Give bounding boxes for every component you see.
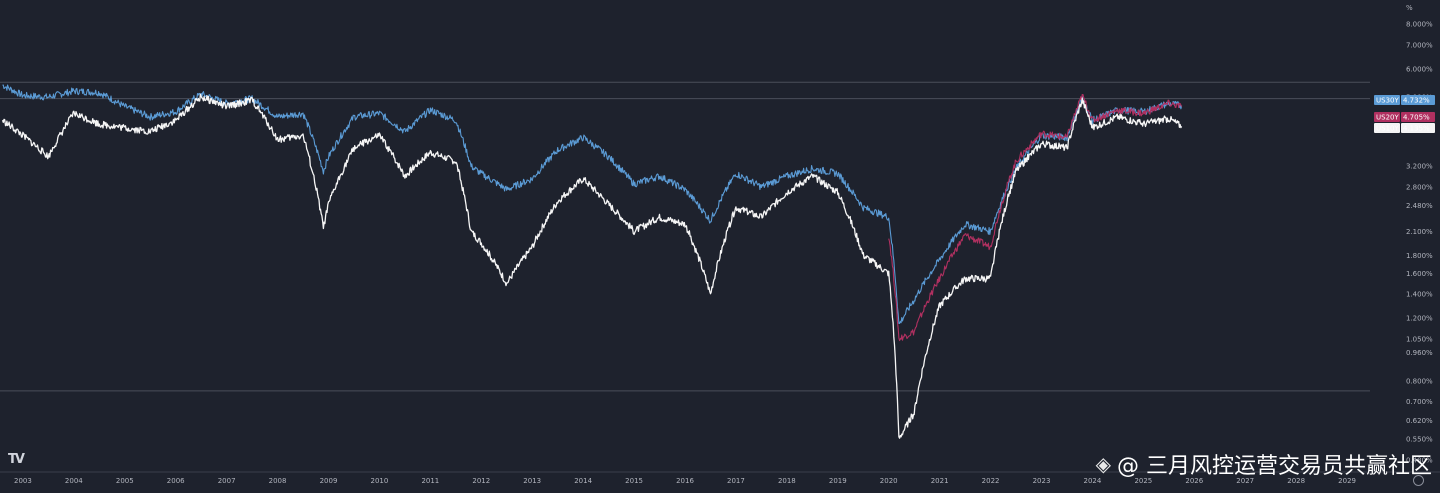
x-tick-label: 2013 <box>523 477 541 485</box>
badge-name-bg <box>1374 123 1400 133</box>
badge-value: 4.135% <box>1403 125 1430 133</box>
y-tick-label: 1.050% <box>1406 335 1433 343</box>
badge-us10y: US10Y 4.135% <box>1374 123 1435 133</box>
tradingview-logo: TV <box>8 452 25 467</box>
x-tick-label: 2023 <box>1033 477 1051 485</box>
x-tick-label: 2029 <box>1338 477 1356 485</box>
x-tick-label: 2007 <box>218 477 236 485</box>
series-line-us30y <box>2 84 1183 325</box>
y-axis-unit: % <box>1406 4 1413 12</box>
y-tick-label: 1.400% <box>1406 291 1433 299</box>
x-tick-label: 2010 <box>371 477 389 485</box>
y-tick-label: 8.000% <box>1406 21 1433 29</box>
x-tick-label: 2006 <box>167 477 185 485</box>
x-tick-label: 2018 <box>778 477 796 485</box>
x-tick-label: 2017 <box>727 477 745 485</box>
x-tick-label: 2025 <box>1134 477 1152 485</box>
settings-icon[interactable] <box>1413 475 1424 486</box>
x-tick-label: 2011 <box>421 477 439 485</box>
y-tick-label: 0.550% <box>1406 435 1433 443</box>
x-tick-label: 2016 <box>676 477 694 485</box>
badge-value-bg <box>1401 112 1435 122</box>
x-tick-label: 2003 <box>14 477 32 485</box>
y-tick-label: 2.800% <box>1406 183 1433 191</box>
y-tick-label: 1.800% <box>1406 252 1433 260</box>
y-tick-label: 2.100% <box>1406 228 1433 236</box>
x-tick-label: 2015 <box>625 477 643 485</box>
x-tick-label: 2014 <box>574 477 592 485</box>
reference-lines <box>0 81 1370 392</box>
badge-name-bg <box>1374 112 1400 122</box>
badge-name: US20Y <box>1376 114 1399 122</box>
badge-value: 4.705% <box>1403 114 1430 122</box>
y-tick-label: 0.800% <box>1406 377 1433 385</box>
x-tick-label: 2027 <box>1236 477 1254 485</box>
badge-us20y: US20Y 4.705% <box>1374 112 1435 122</box>
y-tick-label: 7.000% <box>1406 41 1433 49</box>
badge-name-bg <box>1374 95 1400 105</box>
y-tick-label: 0.620% <box>1406 417 1433 425</box>
x-tick-label: 2012 <box>472 477 490 485</box>
x-tick-label: 2019 <box>829 477 847 485</box>
x-tick-label: 2024 <box>1084 477 1102 485</box>
x-tick-label: 2028 <box>1287 477 1305 485</box>
y-tick-label: 0.700% <box>1406 398 1433 406</box>
badge-value-bg <box>1401 95 1435 105</box>
y-tick-label: 2.480% <box>1406 202 1433 210</box>
badge-value: 4.732% <box>1403 97 1430 105</box>
series-line-us10y <box>1 93 1183 439</box>
x-tick-label: 2021 <box>931 477 949 485</box>
y-tick-label: 1.600% <box>1406 270 1433 278</box>
last-value-badges: US30Y 4.732% US20Y 4.705% US10Y 4.135% <box>1374 95 1435 133</box>
y-tick-label: 6.000% <box>1406 65 1433 73</box>
series-line-us20y <box>888 93 1183 342</box>
x-tick-label: 2020 <box>880 477 898 485</box>
y-tick-label: 0.960% <box>1406 349 1433 357</box>
y-tick-label: 1.200% <box>1406 315 1433 323</box>
badge-us30y: US30Y 4.732% <box>1374 95 1435 105</box>
badge-value-bg <box>1401 123 1435 133</box>
y-tick-label: 3.200% <box>1406 163 1433 171</box>
y-tick-label: 0.480% <box>1406 457 1433 465</box>
badge-name: US10Y <box>1376 125 1399 133</box>
badge-name: US30Y <box>1376 97 1399 105</box>
diamond-logo-icon: ◈ <box>1095 452 1111 476</box>
x-axis: 2003 2004 2005 2006 2007 2008 2009 2010 2011 2012… <box>0 471 1440 485</box>
x-tick-label: 2026 <box>1185 477 1203 485</box>
watermark-text: @ 三月风控运营交易员共赢社区 <box>1117 454 1432 479</box>
x-tick-label: 2022 <box>982 477 1000 485</box>
x-tick-label: 2005 <box>116 477 134 485</box>
series-layer <box>1 84 1183 439</box>
x-tick-label: 2009 <box>320 477 338 485</box>
x-tick-label: 2008 <box>269 477 287 485</box>
x-tick-label: 2004 <box>65 477 83 485</box>
watermark: ◈ @ 三月风控运营交易员共赢社区 <box>1096 446 1432 482</box>
y-axis: %8.000%7.000%6.000%5.000%3.200%2.800%2.4… <box>1406 4 1433 465</box>
